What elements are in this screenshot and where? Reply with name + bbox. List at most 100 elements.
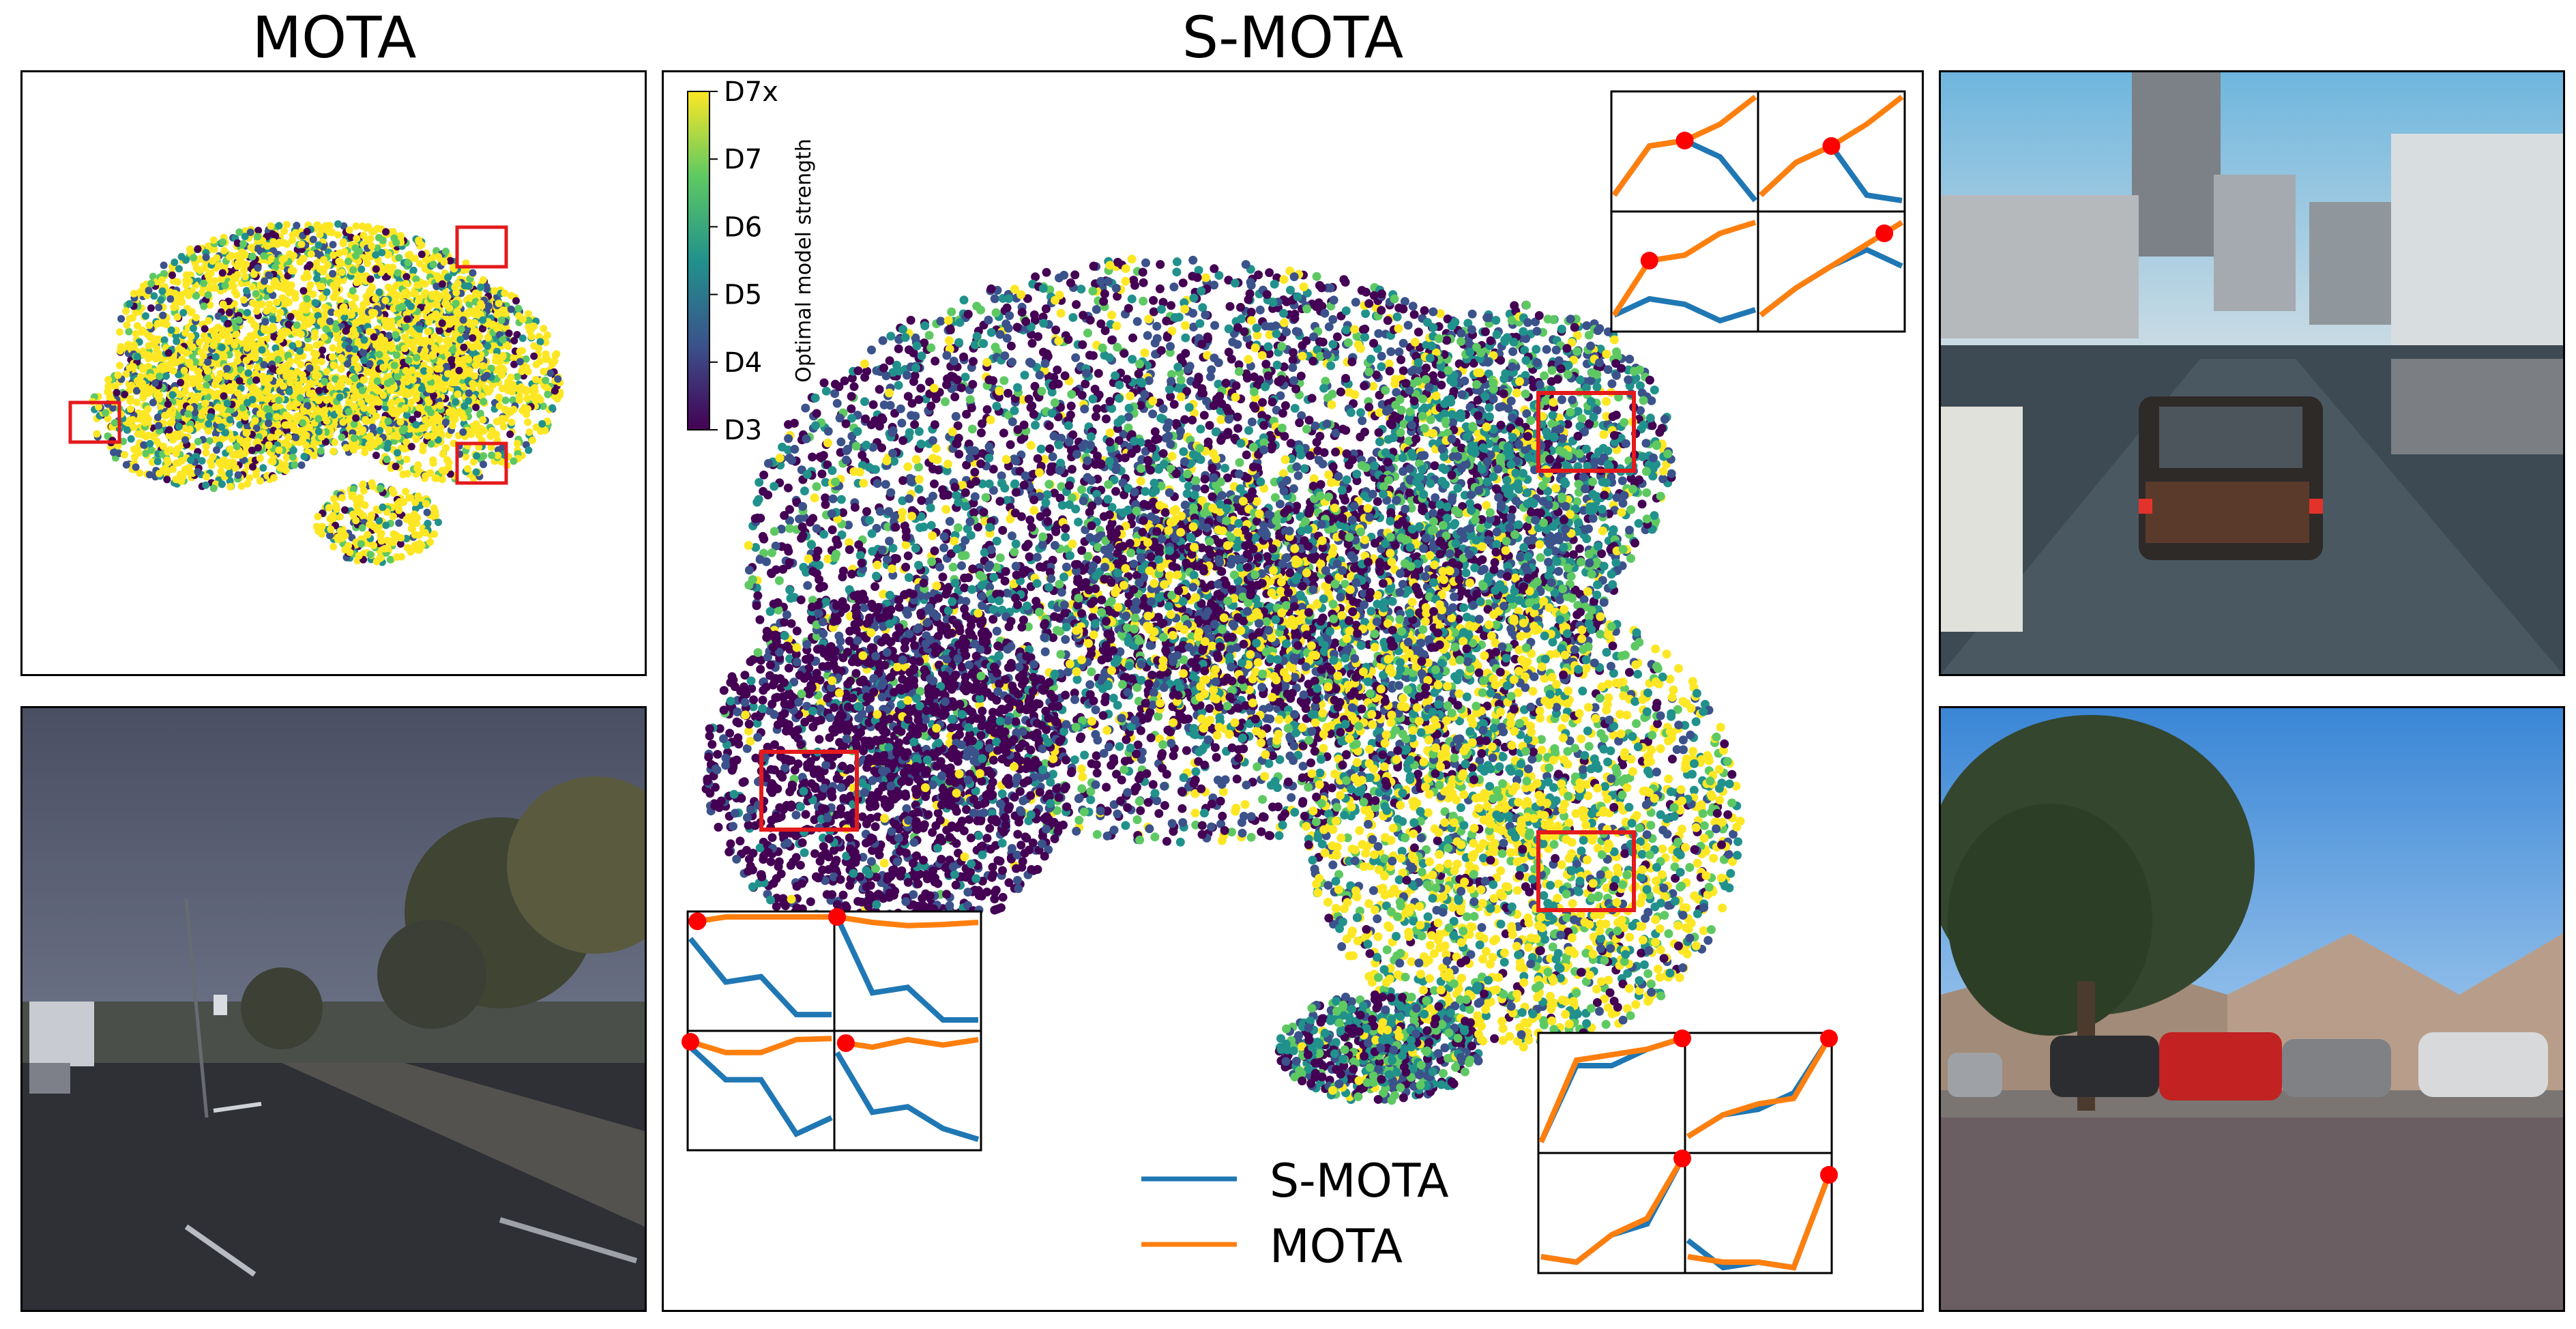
scatter-point: [435, 327, 443, 335]
scatter-point: [290, 373, 298, 381]
scatter-point: [499, 336, 507, 344]
scatter-point: [525, 446, 533, 454]
scatter-point: [412, 394, 420, 403]
scatter-point: [393, 553, 401, 561]
scatter-point: [525, 428, 533, 436]
scatter-point: [269, 291, 277, 300]
scatter-point: [405, 430, 413, 439]
scatter-point: [294, 412, 302, 420]
scatter-point: [1399, 366, 1408, 375]
scatter-point: [226, 415, 234, 424]
scatter-point: [252, 307, 261, 315]
scatter-point: [192, 292, 201, 300]
scatter-point: [454, 390, 462, 398]
scatter-point: [407, 493, 415, 501]
scatter-point: [430, 432, 438, 439]
scatter-point: [1312, 272, 1321, 281]
scatter-point: [169, 391, 177, 399]
scatter-point: [210, 245, 218, 253]
scatter-point: [469, 343, 477, 351]
scatter-point: [234, 471, 242, 479]
scatter-point: [381, 544, 389, 553]
scatter-point: [243, 287, 250, 295]
scatter-point: [172, 459, 180, 467]
scatter-point: [287, 281, 295, 289]
scatter-point: [488, 451, 495, 459]
scatter-point: [196, 383, 203, 391]
scatter-point: [347, 311, 355, 319]
scatter-point: [248, 283, 257, 291]
scatter-point: [484, 334, 492, 342]
scatter-point: [254, 388, 262, 396]
scatter-point: [381, 296, 390, 304]
scatter-point: [426, 538, 435, 546]
scatter-point: [428, 254, 436, 263]
scatter-point: [433, 474, 441, 482]
scatter-point: [212, 391, 220, 399]
scatter-point: [314, 415, 323, 423]
scatter-point: [169, 367, 177, 375]
scatter-point: [254, 233, 262, 241]
scatter-point: [133, 398, 141, 407]
scatter-point: [359, 348, 367, 356]
scatter-point: [238, 252, 246, 261]
scatter-point: [460, 366, 469, 375]
scatter-point: [250, 321, 259, 329]
scatter-point: [237, 482, 246, 490]
scatter-point: [1194, 265, 1203, 275]
scatter-point: [323, 396, 331, 404]
scatter-point: [206, 413, 214, 421]
scatter-point: [345, 226, 353, 234]
scatter-point: [147, 446, 156, 454]
scatter-point: [234, 351, 242, 359]
scatter-point: [260, 252, 268, 260]
scatter-point: [306, 261, 314, 269]
scatter-point: [153, 458, 162, 465]
scatter-point: [204, 393, 211, 401]
scatter-point: [287, 267, 295, 275]
scatter-point: [372, 385, 381, 394]
scatter-point: [422, 472, 430, 480]
scatter-point: [394, 373, 402, 381]
scatter-point: [203, 367, 211, 375]
scatter-point: [324, 261, 332, 269]
scatter-point: [138, 326, 147, 334]
scatter-point: [186, 469, 194, 477]
scatter-point: [209, 257, 217, 265]
scatter-point: [319, 346, 327, 354]
scatter-point: [316, 231, 324, 239]
scatter-point: [372, 251, 380, 259]
mota-scatter: [68, 220, 564, 566]
scatter-point: [301, 321, 309, 329]
scatter-point: [336, 393, 344, 401]
scatter-point: [202, 442, 210, 450]
scatter-point: [102, 409, 109, 417]
scatter-point: [269, 365, 277, 373]
scatter-point: [170, 359, 178, 367]
scatter-point: [254, 443, 262, 452]
scatter-point: [453, 308, 461, 316]
scatter-point: [130, 341, 138, 349]
scatter-point: [200, 279, 208, 287]
scatter-point: [456, 336, 465, 344]
dusk-road-photo: [23, 708, 645, 1310]
scatter-point: [319, 267, 327, 276]
scatter-point: [218, 269, 226, 277]
scatter-point: [263, 395, 271, 403]
scatter-point: [215, 375, 223, 382]
scatter-point: [209, 341, 218, 349]
scatter-point: [192, 264, 201, 272]
scatter-point: [354, 274, 362, 282]
scatter-point: [172, 332, 180, 340]
scatter-point: [289, 342, 297, 350]
scatter-point: [349, 510, 357, 519]
scatter-point: [266, 285, 274, 293]
scatter-point: [540, 325, 548, 333]
scatter-point: [390, 489, 398, 497]
scatter-point: [410, 345, 418, 353]
scatter-point: [440, 258, 448, 266]
scatter-point: [390, 234, 398, 242]
scatter-point: [467, 430, 475, 438]
scatter-point: [1061, 532, 1070, 542]
scatter-point: [411, 338, 419, 346]
